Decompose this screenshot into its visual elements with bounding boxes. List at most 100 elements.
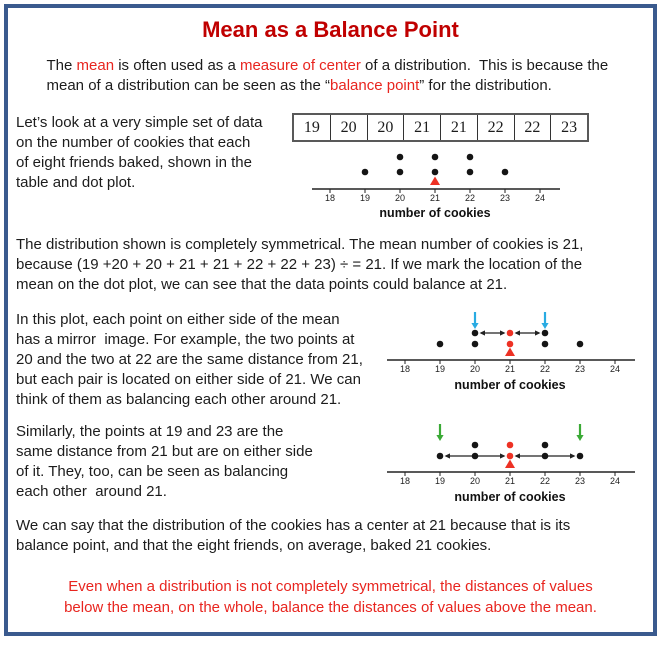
data-dot bbox=[471, 340, 479, 348]
tick-label: 22 bbox=[465, 193, 475, 203]
data-dot bbox=[471, 329, 479, 337]
pointer-arrowhead-icon bbox=[541, 323, 549, 329]
data-dot bbox=[506, 329, 514, 337]
distance-arrowhead-icon bbox=[570, 453, 576, 459]
data-dot bbox=[436, 340, 444, 348]
data-dot bbox=[501, 168, 509, 176]
page-title: Mean as a Balance Point bbox=[202, 17, 459, 42]
cookies-figure-panel: 19 20 20 21 21 22 22 23 18 19 20 21 22 23 24 nu… bbox=[292, 113, 592, 221]
pointer-arrowhead-icon bbox=[471, 323, 479, 329]
tick-label: 21 bbox=[505, 476, 515, 486]
data-dot bbox=[541, 329, 549, 337]
data-dot bbox=[361, 168, 369, 176]
data-dot bbox=[471, 441, 479, 449]
table-cell: 22 bbox=[478, 115, 515, 140]
data-dot bbox=[466, 153, 474, 161]
cookies-paragraph: Let’s look at a very simple set of data o… bbox=[16, 113, 291, 193]
pointer-arrowhead-icon bbox=[576, 435, 584, 441]
distance-arrowhead-icon bbox=[479, 330, 485, 336]
tick-label: 18 bbox=[325, 193, 335, 203]
table-cell: 20 bbox=[331, 115, 368, 140]
tick-label: 19 bbox=[435, 364, 445, 374]
mean-triangle bbox=[505, 347, 515, 356]
text-line: but each pair is located on either side … bbox=[16, 371, 361, 388]
distance-arrowhead-icon bbox=[514, 453, 520, 459]
text-line: of eight friends baked, shown in the bbox=[16, 154, 252, 171]
data-dot bbox=[471, 452, 479, 460]
mirror-figure-panel: 18 19 20 21 22 23 24 number of cookies bbox=[377, 310, 645, 394]
tick-label: 24 bbox=[610, 476, 620, 486]
data-dot bbox=[436, 452, 444, 460]
tick-label: 20 bbox=[470, 476, 480, 486]
text-line: balance point, and that the eight friend… bbox=[16, 537, 492, 554]
data-dot bbox=[576, 452, 584, 460]
table-cell: 20 bbox=[368, 115, 405, 140]
tick-label: 23 bbox=[500, 193, 510, 203]
cookies-section: Let’s look at a very simple set of data o… bbox=[8, 113, 653, 221]
data-dot bbox=[576, 340, 584, 348]
text-line: The distribution shown is completely sym… bbox=[16, 236, 584, 253]
data-dot bbox=[396, 153, 404, 161]
footer-note: Even when a distribution is not complete… bbox=[61, 576, 601, 618]
tick-label: 20 bbox=[470, 364, 480, 374]
data-dot bbox=[541, 452, 549, 460]
mean-triangle bbox=[505, 459, 515, 468]
text-line: Let’s look at a very simple set of data bbox=[16, 114, 263, 131]
tick-label: 22 bbox=[540, 476, 550, 486]
tick-label: 23 bbox=[575, 476, 585, 486]
distance-arrowhead-icon bbox=[535, 330, 541, 336]
intro-paragraph: The mean is often used as a measure of c… bbox=[47, 56, 615, 96]
similar-figure-panel: 18 19 20 21 22 23 24 number of cookies bbox=[377, 422, 645, 506]
table-cell: 23 bbox=[561, 118, 578, 136]
data-dot bbox=[396, 168, 404, 176]
data-dot bbox=[506, 340, 514, 348]
center-paragraph: We can say that the distribution of the … bbox=[8, 516, 653, 556]
data-dot bbox=[506, 452, 514, 460]
data-dot bbox=[506, 441, 514, 449]
cookies-data-table: 19 20 20 21 21 22 22 23 bbox=[292, 113, 589, 142]
dotplot-mirror-pairs: 18 19 20 21 22 23 24 number of cookies bbox=[387, 312, 635, 392]
tick-label: 23 bbox=[575, 364, 585, 374]
text-line: table and dot plot. bbox=[16, 174, 136, 191]
tick-label: 18 bbox=[400, 476, 410, 486]
tick-label: 19 bbox=[360, 193, 370, 203]
text-line: We can say that the distribution of the … bbox=[16, 517, 571, 534]
pointer-arrowhead-icon bbox=[436, 435, 444, 441]
distance-arrowhead-icon bbox=[500, 453, 506, 459]
dotplot-basic: 18 19 20 21 22 23 24 number of cookies bbox=[312, 153, 560, 220]
text-line: 20 and the two at 22 are the same distan… bbox=[16, 351, 363, 368]
text-line: Similarly, the points at 19 and 23 are t… bbox=[16, 423, 284, 440]
tick-label: 22 bbox=[540, 364, 550, 374]
x-axis-label: number of cookies bbox=[454, 490, 565, 504]
tick-label: 21 bbox=[505, 364, 515, 374]
distance-arrowhead-icon bbox=[444, 453, 450, 459]
tick-label: 24 bbox=[535, 193, 545, 203]
mirror-section: In this plot, each point on either side … bbox=[8, 310, 653, 410]
page-frame: Mean as a Balance Point The mean is ofte… bbox=[4, 4, 657, 636]
x-axis-label: number of cookies bbox=[454, 378, 565, 392]
text-line: same distance from 21 but are on either … bbox=[16, 443, 313, 460]
tick-label: 20 bbox=[395, 193, 405, 203]
text-line: mean on the dot plot, we can see that th… bbox=[16, 276, 508, 293]
text-line: mean of a distribution can be seen as th… bbox=[46, 77, 552, 94]
mirror-paragraph: In this plot, each point on either side … bbox=[16, 310, 377, 410]
tick-label: 24 bbox=[610, 364, 620, 374]
table-cell: 22 bbox=[515, 115, 552, 140]
distance-arrowhead-icon bbox=[514, 330, 520, 336]
data-dot bbox=[541, 441, 549, 449]
text-line: Even when a distribution is not complete… bbox=[68, 578, 593, 595]
dotplot-outer-pairs: 18 19 20 21 22 23 24 number of cookies bbox=[387, 424, 635, 504]
distance-arrowhead-icon bbox=[500, 330, 506, 336]
x-axis-label: number of cookies bbox=[379, 206, 490, 220]
text-line: In this plot, each point on either side … bbox=[16, 311, 340, 328]
mean-triangle bbox=[430, 176, 440, 185]
tick-label: 18 bbox=[400, 364, 410, 374]
text-line: of it. They, too, can be seen as balanci… bbox=[16, 463, 289, 480]
similar-section: Similarly, the points at 19 and 23 are t… bbox=[8, 422, 653, 506]
similar-paragraph: Similarly, the points at 19 and 23 are t… bbox=[16, 422, 336, 502]
table-cell: 19 bbox=[294, 115, 331, 140]
data-dot bbox=[541, 340, 549, 348]
data-dot bbox=[466, 168, 474, 176]
data-dot bbox=[431, 153, 439, 161]
